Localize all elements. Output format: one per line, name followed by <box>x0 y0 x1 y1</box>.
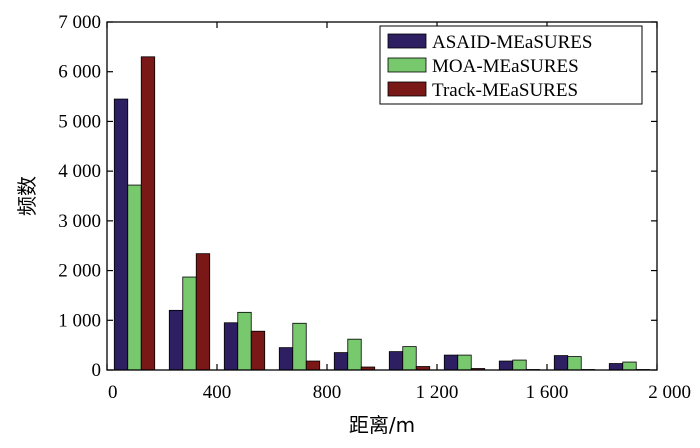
bar-moa-measures-bin-9 <box>622 361 637 371</box>
bar-moa-measures-bin-1 <box>182 276 197 371</box>
legend-label-track-measures: Track-MEaSURES <box>432 80 578 101</box>
bar-asaid-measures-bin-7 <box>498 360 514 371</box>
y-tick-label: 2 000 <box>58 261 101 282</box>
bar-asaid-measures-bin-4 <box>333 352 349 371</box>
bar-asaid-measures-bin-9 <box>608 363 624 371</box>
y-tick-label: 1 000 <box>58 310 101 331</box>
y-tick-label: 5 000 <box>58 111 101 132</box>
y-axis: 0 1 000 2 000 3 000 4 000 5 000 6 000 7 000 <box>58 12 657 381</box>
bar-track-measures-bin-2 <box>250 330 266 371</box>
bar-asaid-measures-bin-0 <box>113 98 129 371</box>
x-tick-label: 1 600 <box>526 382 569 403</box>
y-tick-label: 0 <box>92 360 102 381</box>
legend: ASAID-MEaSURES MOA-MEaSURES Track-MEaSURES <box>379 25 643 105</box>
bar-moa-measures-bin-0 <box>127 184 142 371</box>
plot-frame <box>106 21 658 371</box>
legend-label-moa-measures: MOA-MEaSURES <box>432 56 579 77</box>
x-tick-label: 0 <box>108 382 118 403</box>
x-tick-label: 1 200 <box>416 382 459 403</box>
legend-swatch-moa-measures <box>387 57 427 73</box>
x-tick-label: 800 <box>313 382 342 403</box>
legend-swatch-asaid-measures <box>387 33 427 49</box>
bar-asaid-measures-bin-5 <box>388 351 404 371</box>
bar-asaid-measures-bin-8 <box>553 355 569 371</box>
x-axis-title: 距离/m <box>349 413 415 437</box>
x-axis: 0 400 800 1 200 1 600 2 000 <box>106 22 691 403</box>
y-tick-label: 7 000 <box>58 12 101 33</box>
bar-moa-measures-bin-6 <box>457 354 472 371</box>
bar-asaid-measures-bin-2 <box>223 322 239 371</box>
bar-moa-measures-bin-8 <box>567 356 582 371</box>
legend-label-asaid-measures: ASAID-MEaSURES <box>432 32 592 53</box>
y-tick-label: 4 000 <box>58 161 101 182</box>
y-tick-label: 3 000 <box>58 211 101 232</box>
bar-asaid-measures-bin-3 <box>278 347 294 371</box>
bar-asaid-measures-bin-6 <box>443 354 459 371</box>
x-tick-label: 2 000 <box>648 382 691 403</box>
bar-track-measures-bin-1 <box>195 253 211 371</box>
bar-moa-measures-bin-3 <box>292 322 307 371</box>
x-tick-label: 400 <box>203 382 232 403</box>
bar-track-measures-bin-3 <box>305 360 321 371</box>
y-axis-title: 频数 <box>15 176 39 216</box>
bar-track-measures-bin-0 <box>140 56 156 371</box>
bar-moa-measures-bin-5 <box>402 346 417 371</box>
bar-moa-measures-bin-4 <box>347 338 362 371</box>
legend-swatch-track-measures <box>387 81 427 97</box>
bar-asaid-measures-bin-1 <box>168 309 184 371</box>
bar-moa-measures-bin-7 <box>512 359 527 371</box>
bars-group <box>113 56 651 371</box>
bar-moa-measures-bin-2 <box>237 311 252 371</box>
y-tick-label: 6 000 <box>58 62 101 83</box>
